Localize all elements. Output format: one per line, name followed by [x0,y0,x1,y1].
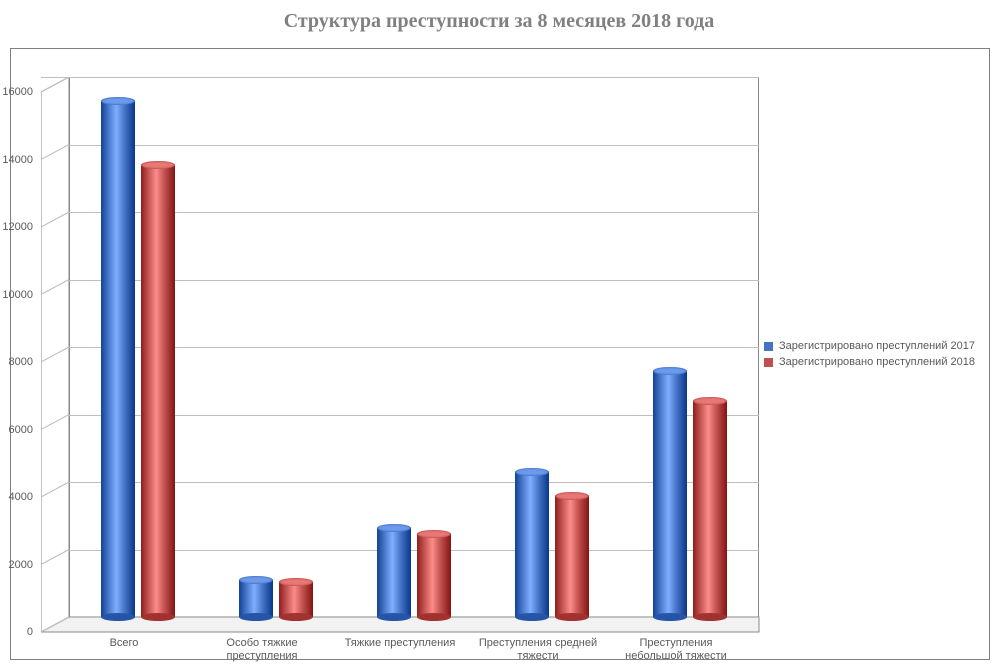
x-category-label: Всего [64,617,184,650]
y-tick-label: 10000 [2,289,41,301]
side-wall [41,77,69,632]
y-tick-label: 6000 [9,424,41,436]
bar [417,534,451,617]
x-category-label: Тяжкие преступления [340,617,460,650]
bar [555,496,589,618]
legend-swatch-2018 [764,358,773,367]
legend: Зарегистрировано преступлений 2017 Зарег… [764,336,975,372]
bar [693,401,727,617]
y-tick-label: 2000 [9,559,41,571]
y-tick-label: 0 [27,626,41,638]
x-category-label: Особо тяжкие преступления [202,617,322,663]
y-tick-label: 16000 [2,86,41,98]
gridline [69,145,759,146]
bar [377,528,411,617]
bar [515,472,549,617]
y-tick-label: 4000 [9,491,41,503]
y-tick-label: 8000 [9,356,41,368]
bar [653,371,687,617]
y-tick-label: 12000 [2,221,41,233]
legend-item-2017: Зарегистрировано преступлений 2017 [764,340,975,352]
bar [239,580,273,617]
bar [101,101,135,617]
legend-label-2018: Зарегистрировано преступлений 2018 [779,356,975,368]
legend-swatch-2017 [764,342,773,351]
legend-label-2017: Зарегистрировано преступлений 2017 [779,340,975,352]
bar [279,582,313,617]
y-tick-label: 14000 [2,154,41,166]
chart-frame: 0200040006000800010000120001400016000Все… [10,48,990,660]
gridline [69,77,759,78]
legend-item-2018: Зарегистрировано преступлений 2018 [764,356,975,368]
plot-area: 0200040006000800010000120001400016000Все… [69,77,759,617]
chart-title: Структура преступности за 8 месяцев 2018… [0,10,998,33]
x-category-label: Преступления небольшой тяжести [616,617,736,663]
bar [141,165,175,617]
x-category-label: Преступления средней тяжести [478,617,598,663]
